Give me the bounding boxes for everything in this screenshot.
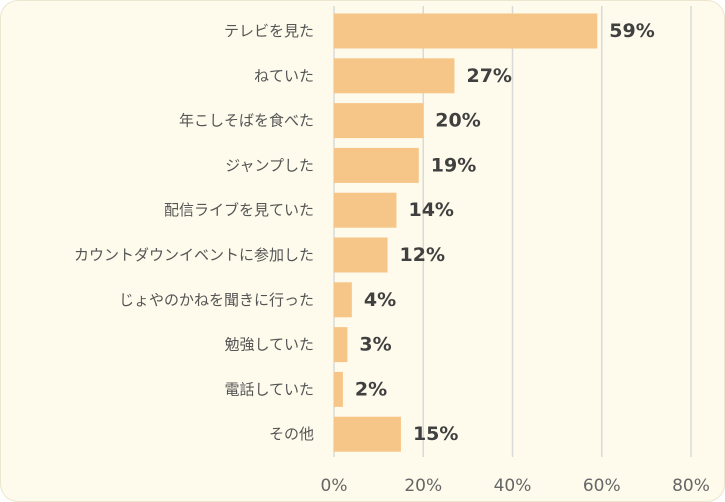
- data-label: 20%: [435, 110, 480, 132]
- category-label: ねていた: [254, 67, 314, 85]
- x-tick-label: 0%: [321, 476, 348, 496]
- x-axis-tick-labels: 0% 20% 40% 60% 80%: [321, 476, 710, 496]
- bar: [334, 103, 424, 139]
- category-labels: テレビを見たねていた年こしそばを食べたジャンプした配信ライブを見ていたカウントダ…: [74, 22, 314, 443]
- bar: [334, 371, 343, 407]
- x-tick-label: 20%: [404, 476, 442, 496]
- category-label: 年こしそばを食べた: [179, 112, 314, 130]
- x-tick-label: 40%: [494, 476, 532, 496]
- data-label: 15%: [413, 423, 458, 445]
- value-labels: 59% 27% 20% 19% 14% 12% 4% 3% 2% 15%: [355, 20, 655, 445]
- bar: [334, 192, 397, 228]
- x-tick-label: 80%: [672, 476, 710, 496]
- category-label: テレビを見た: [224, 22, 314, 40]
- data-label: 27%: [466, 65, 511, 87]
- bars: [334, 13, 598, 452]
- category-label: 配信ライブを見ていた: [164, 201, 314, 219]
- bar: [334, 416, 401, 452]
- category-label: 勉強していた: [224, 336, 314, 354]
- data-label: 59%: [609, 20, 654, 42]
- bar: [334, 58, 455, 94]
- category-label: カウントダウンイベントに参加した: [74, 246, 314, 264]
- category-label: 電話していた: [224, 380, 314, 398]
- bar: [334, 282, 352, 318]
- bar: [334, 327, 348, 363]
- x-tick-label: 60%: [583, 476, 621, 496]
- data-label: 4%: [364, 289, 396, 311]
- category-label: その他: [269, 425, 314, 443]
- bar: [334, 237, 388, 273]
- data-label: 14%: [408, 199, 453, 221]
- data-label: 3%: [359, 334, 391, 356]
- data-label: 12%: [400, 244, 445, 266]
- bar: [334, 13, 598, 49]
- category-label: じょやのかねを聞きに行った: [119, 291, 314, 309]
- category-label: ジャンプした: [225, 156, 314, 174]
- data-label: 19%: [431, 154, 476, 176]
- data-label: 2%: [355, 378, 387, 400]
- bar: [334, 147, 419, 183]
